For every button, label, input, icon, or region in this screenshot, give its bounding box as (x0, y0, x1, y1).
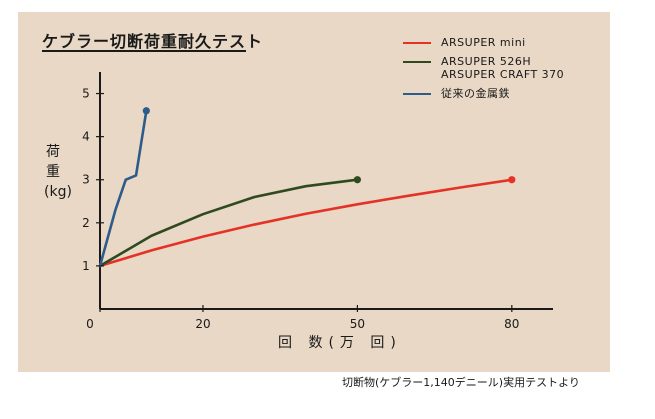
footer-caption: 切断物(ケブラー1,140デニール)実用テストより (342, 376, 580, 389)
x-tick-label: 80 (504, 317, 519, 331)
chart-panel: ケブラー切断荷重耐久テスト 1 2 3 4 5 0 20 50 80 荷重(kg) 回 数(万 … (18, 12, 610, 372)
y-tick-label: 5 (82, 87, 90, 101)
series-endpoint-2 (142, 107, 150, 115)
y-tick-label: 2 (82, 216, 90, 230)
series-layer (98, 107, 516, 268)
y-tick-label: 3 (82, 173, 90, 187)
title-underline (42, 50, 246, 52)
legend-label: ARSUPER 526H ARSUPER CRAFT 370 (441, 55, 565, 81)
legend-item: ARSUPER mini (403, 36, 564, 49)
series-line-2 (98, 109, 148, 268)
legend-label: 従来の金属鉄 (441, 87, 510, 100)
legend-item: ARSUPER 526H ARSUPER CRAFT 370 (403, 55, 564, 81)
y-tick-label: 4 (82, 130, 90, 144)
series-line-0 (98, 178, 514, 268)
y-axis-label: 荷重(kg) (44, 144, 72, 200)
legend-swatch-blue (403, 93, 431, 95)
legend: ARSUPER mini ARSUPER 526H ARSUPER CRAFT … (403, 36, 564, 106)
x-tick-label: 50 (350, 317, 365, 331)
legend-swatch-green (403, 61, 431, 63)
series-line-1 (98, 178, 359, 268)
chart-title: ケブラー切断荷重耐久テスト (42, 32, 264, 51)
legend-swatch-red (403, 42, 431, 44)
series-endpoint-0 (508, 176, 516, 184)
axes-layer (99, 72, 553, 310)
y-tick-label: 1 (82, 259, 90, 273)
x-tick-label: 0 (86, 317, 94, 331)
x-axis-label: 回 数(万 回) (278, 335, 402, 351)
legend-item: 従来の金属鉄 (403, 87, 564, 100)
series-endpoint-1 (353, 176, 361, 184)
x-tick-label: 20 (195, 317, 210, 331)
legend-label: ARSUPER mini (441, 36, 526, 49)
